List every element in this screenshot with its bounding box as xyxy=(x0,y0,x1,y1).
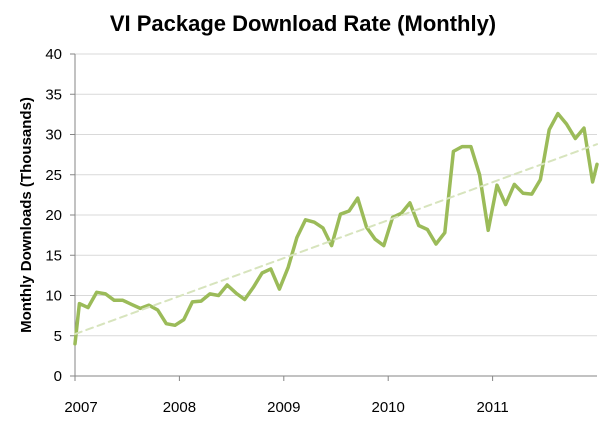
y-tick-label: 40 xyxy=(45,46,62,63)
downloads-series-line xyxy=(73,111,599,346)
y-tick-label: 25 xyxy=(45,167,62,184)
y-tick-label: 0 xyxy=(54,368,62,385)
gridlines xyxy=(75,53,597,337)
x-tick-label: 2008 xyxy=(163,399,196,416)
y-tick-label: 20 xyxy=(45,207,62,224)
x-tick-label: 2009 xyxy=(267,399,300,416)
y-tick-label: 15 xyxy=(45,247,62,264)
chart-title: VI Package Download Rate (Monthly) xyxy=(110,11,496,36)
y-tick-label: 10 xyxy=(45,288,62,305)
x-tick-label: 2010 xyxy=(372,399,405,416)
y-tick-label: 5 xyxy=(54,328,62,345)
y-axis-label: Monthly Downloads (Thousands) xyxy=(18,97,35,333)
y-tick-labels: 0 5 10 15 20 25 30 35 40 xyxy=(45,46,62,385)
x-tick-labels: 2007 2008 2009 2010 2011 xyxy=(64,399,508,416)
series-layer xyxy=(73,111,599,346)
y-tick-label: 35 xyxy=(45,86,62,103)
axes xyxy=(70,53,597,381)
trend-line xyxy=(74,143,598,336)
x-tick-label: 2007 xyxy=(64,399,97,416)
x-tick-label: 2011 xyxy=(476,399,508,416)
y-tick-label: 30 xyxy=(45,127,62,144)
